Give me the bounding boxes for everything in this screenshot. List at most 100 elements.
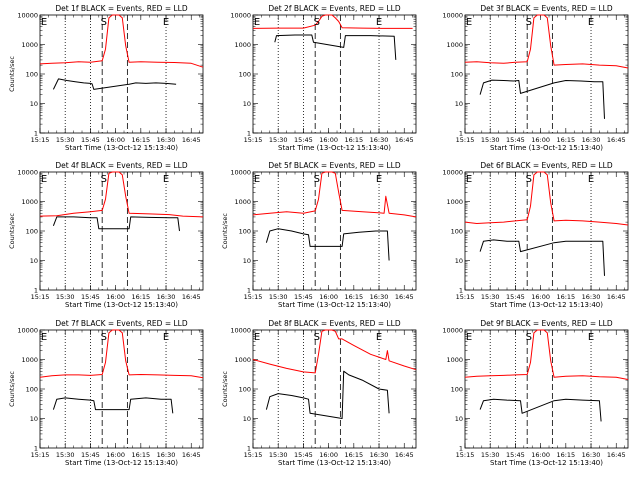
y-tick-label: 10000 [17,12,38,20]
x-tick-label: 15:15 [244,451,263,459]
event-marker: E [41,174,47,185]
x-tick-label: 15:45 [81,293,100,301]
x-axis-label: Start Time (13-Oct-12 15:13:40) [490,301,603,309]
x-tick-label: 16:15 [344,451,363,459]
y-tick-label: 10 [243,257,251,265]
series-line-events [52,216,180,232]
y-tick-label: 100 [26,228,38,236]
y-tick-label: 1 [459,130,463,138]
x-tick-label: 15:15 [31,136,50,144]
x-tick-label: 15:30 [481,293,500,301]
x-tick-label: 16:15 [556,136,575,144]
panel-det-8: Det 8f BLACK = Events, RED = LLD 15:15 15:… [221,319,417,467]
event-marker: S [314,174,320,185]
panel-det-2: Det 2f BLACK = Events, RED = LLD 15:15 15:… [230,4,417,152]
x-axis-label: Start Time (13-Oct-12 15:13:40) [65,459,178,467]
panel-det-5: Det 5f BLACK = Events, RED = LLD 15:15 15:… [221,161,417,309]
plot-frame [39,14,204,134]
x-tick-label: 15:15 [31,451,50,459]
x-tick-label: 16:30 [370,293,389,301]
x-tick-label: 16:45 [607,451,626,459]
panel-title: Det 5f BLACK = Events, RED = LLD [268,161,401,170]
series-line-lld [464,329,629,380]
x-tick-label: 16:15 [131,451,150,459]
panel-det-9: Det 9f BLACK = Events, RED = LLD 15:15 15:… [442,319,629,467]
panel-title: Det 7f BLACK = Events, RED = LLD [55,319,188,328]
x-tick-label: 16:00 [319,136,338,144]
y-tick-label: 10000 [442,12,463,20]
y-tick-label: 1000 [234,356,251,364]
series-line-events [265,370,390,419]
x-axis-label: Start Time (13-Oct-12 15:13:40) [65,301,178,309]
x-tick-label: 15:30 [269,136,288,144]
y-tick-label: 10 [455,415,463,423]
x-tick-label: 15:30 [481,136,500,144]
y-tick-label: 1000 [446,41,463,49]
y-tick-label: 1000 [446,356,463,364]
panel-det-1: Det 1f BLACK = Events, RED = LLD 15:15 15:… [8,4,204,152]
event-marker: S [314,332,320,343]
y-tick-label: 100 [239,71,251,79]
panel-det-3: Det 3f BLACK = Events, RED = LLD 15:15 15:… [442,4,629,152]
plot-frame [464,14,629,134]
x-tick-label: 16:00 [531,136,550,144]
y-axis-label: Counts/sec [221,213,229,249]
x-axis-label: Start Time (13-Oct-12 15:13:40) [490,144,603,152]
event-marker: E [254,17,260,28]
y-tick-label: 10 [243,100,251,108]
event-marker: S [526,332,532,343]
x-tick-label: 16:15 [556,451,575,459]
y-tick-label: 10000 [17,327,38,335]
x-axis-label: Start Time (13-Oct-12 15:13:40) [278,459,391,467]
plot-frame [39,329,204,449]
x-tick-label: 16:15 [344,293,363,301]
x-tick-label: 16:00 [319,293,338,301]
event-marker: E [254,174,260,185]
event-marker: E [466,17,472,28]
x-tick-label: 16:00 [106,136,125,144]
series-line-events [52,397,174,414]
event-marker: E [376,17,382,28]
event-marker: S [526,17,532,28]
x-tick-label: 15:45 [506,136,525,144]
series-line-lld [252,171,417,218]
x-tick-label: 16:45 [395,451,414,459]
panel-det-6: Det 6f BLACK = Events, RED = LLD 15:15 15:… [442,161,629,309]
x-tick-label: 16:45 [395,293,414,301]
y-tick-label: 1000 [21,356,38,364]
y-tick-label: 1000 [234,198,251,206]
x-tick-label: 15:30 [481,451,500,459]
event-marker: E [466,332,472,343]
y-tick-label: 1 [247,287,251,295]
x-tick-label: 15:45 [81,451,100,459]
y-axis-label: Counts/sec [8,56,16,92]
y-tick-label: 100 [26,71,38,79]
event-marker: E [466,174,472,185]
panel-title: Det 6f BLACK = Events, RED = LLD [480,161,613,170]
x-tick-label: 15:30 [269,451,288,459]
x-tick-label: 16:15 [556,293,575,301]
x-tick-label: 15:45 [506,451,525,459]
event-marker: E [588,174,594,185]
x-axis-label: Start Time (13-Oct-12 15:13:40) [490,459,603,467]
y-tick-label: 100 [451,71,463,79]
series-line-lld [39,14,204,68]
x-tick-label: 16:45 [607,136,626,144]
y-tick-label: 10000 [17,169,38,177]
panel-det-4: Det 4f BLACK = Events, RED = LLD 15:15 15:… [8,161,204,309]
event-marker: E [41,17,47,28]
x-axis-label: Start Time (13-Oct-12 15:13:40) [278,144,391,152]
x-tick-label: 16:00 [319,451,338,459]
panel-title: Det 9f BLACK = Events, RED = LLD [480,319,613,328]
y-tick-label: 10 [243,415,251,423]
x-tick-label: 15:15 [456,451,475,459]
y-tick-label: 10000 [442,327,463,335]
plot-frame [464,171,629,291]
panel-title: Det 3f BLACK = Events, RED = LLD [480,4,613,13]
x-tick-label: 16:00 [531,451,550,459]
x-tick-label: 15:45 [294,293,313,301]
panel-title: Det 1f BLACK = Events, RED = LLD [55,4,188,13]
y-tick-label: 10 [30,100,38,108]
y-tick-label: 10 [455,257,463,265]
